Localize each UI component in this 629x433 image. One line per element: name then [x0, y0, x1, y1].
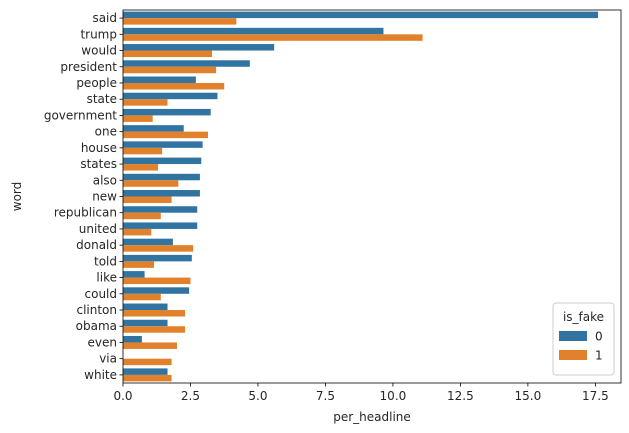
bar-people-series-1 — [123, 82, 225, 90]
bar-people-series-0 — [123, 76, 196, 83]
y-tick-label: republican — [54, 206, 117, 220]
y-tick-label: would — [81, 44, 117, 58]
bar-donald-series-1 — [123, 245, 194, 252]
y-tick-label: trump — [80, 27, 117, 41]
y-tick-label: one — [95, 125, 117, 139]
y-tick-label: state — [87, 92, 117, 106]
bar-could-series-0 — [123, 287, 190, 294]
bar-white-series-1 — [123, 374, 172, 382]
x-tick-label: 5.0 — [248, 389, 267, 403]
bar-even-series-0 — [123, 335, 142, 343]
bar-republican-series-1 — [123, 212, 161, 220]
bar-president-series-0 — [123, 60, 250, 67]
y-tick-label: could — [85, 287, 118, 301]
bar-president-series-1 — [123, 66, 217, 74]
bar-united-series-1 — [123, 228, 152, 236]
bar-states-series-0 — [123, 157, 202, 165]
legend-entry-label: 1 — [595, 349, 603, 363]
bar-united-series-0 — [123, 222, 198, 229]
bar-obama-series-0 — [123, 319, 168, 327]
y-tick-label: obama — [76, 319, 117, 333]
bar-government-series-0 — [123, 108, 211, 116]
bar-could-series-1 — [123, 293, 161, 301]
bar-via-series-1 — [123, 358, 172, 366]
bar-also-series-1 — [123, 180, 179, 187]
bar-one-series-1 — [123, 131, 209, 139]
bar-told-series-1 — [123, 261, 155, 268]
y-tick-label: president — [60, 60, 117, 74]
bar-even-series-1 — [123, 342, 177, 349]
plot-frame — [122, 9, 622, 384]
bar-said-series-0 — [123, 11, 599, 19]
y-tick-label: via — [99, 352, 117, 366]
legend-swatch — [559, 331, 587, 341]
y-tick-label: house — [81, 141, 117, 155]
bar-states-series-1 — [123, 164, 159, 171]
y-axis-ticks: said trump would president people state govern… — [44, 11, 123, 382]
bar-donald-series-0 — [123, 238, 173, 246]
bar-would-series-1 — [123, 50, 213, 58]
x-tick-label: 2.5 — [181, 389, 200, 403]
bar-government-series-1 — [123, 115, 153, 122]
bar-republican-series-0 — [123, 206, 198, 213]
bar-like-series-0 — [123, 271, 145, 278]
bar-clinton-series-0 — [123, 303, 168, 311]
bar-clinton-series-1 — [123, 310, 186, 317]
x-tick-label: 17.5 — [582, 389, 609, 403]
x-tick-label: 0.0 — [113, 389, 132, 403]
y-tick-label: government — [44, 108, 117, 122]
y-tick-label: said — [92, 11, 117, 25]
y-tick-label: united — [79, 222, 117, 236]
bar-house-series-1 — [123, 147, 163, 155]
y-tick-label: even — [88, 335, 117, 349]
legend-swatch — [559, 350, 587, 360]
x-axis-label: per_headline — [333, 410, 411, 424]
bar-white-series-0 — [123, 368, 168, 375]
x-tick-label: 12.5 — [447, 389, 474, 403]
bar-said-series-1 — [123, 18, 237, 25]
y-tick-label: like — [96, 271, 117, 285]
y-tick-label: white — [84, 368, 117, 382]
bar-state-series-0 — [123, 92, 218, 100]
y-tick-label: also — [93, 173, 117, 187]
y-tick-label: people — [76, 76, 117, 90]
bar-state-series-1 — [123, 99, 168, 106]
y-tick-label: donald — [76, 238, 117, 252]
x-axis-ticks: 0.0 2.5 5.0 7.5 10.0 12.5 15.0 17.5 — [113, 383, 609, 403]
x-tick-label: 7.5 — [316, 389, 335, 403]
y-axis-label: word — [10, 182, 24, 212]
y-tick-label: clinton — [76, 303, 117, 317]
bar-trump-series-1 — [123, 34, 423, 41]
bar-told-series-0 — [123, 254, 192, 262]
legend-items: 01 — [559, 330, 603, 363]
bars-layer — [123, 11, 599, 382]
bar-one-series-0 — [123, 125, 184, 132]
bar-would-series-0 — [123, 44, 275, 51]
bar-new-series-0 — [123, 190, 200, 197]
y-tick-label: told — [94, 254, 117, 268]
bar-obama-series-1 — [123, 326, 186, 333]
legend-entry-label: 0 — [595, 330, 603, 344]
legend-title: is_fake — [563, 310, 604, 324]
bar-also-series-0 — [123, 173, 200, 181]
y-tick-label: states — [80, 157, 117, 171]
y-tick-label: new — [92, 190, 117, 204]
bar-house-series-0 — [123, 141, 203, 148]
bar-new-series-1 — [123, 196, 172, 203]
bar-like-series-1 — [123, 277, 191, 285]
x-tick-label: 10.0 — [380, 389, 407, 403]
x-tick-label: 15.0 — [515, 389, 542, 403]
bar-trump-series-0 — [123, 27, 384, 35]
legend: is_fake 01 — [552, 302, 615, 376]
